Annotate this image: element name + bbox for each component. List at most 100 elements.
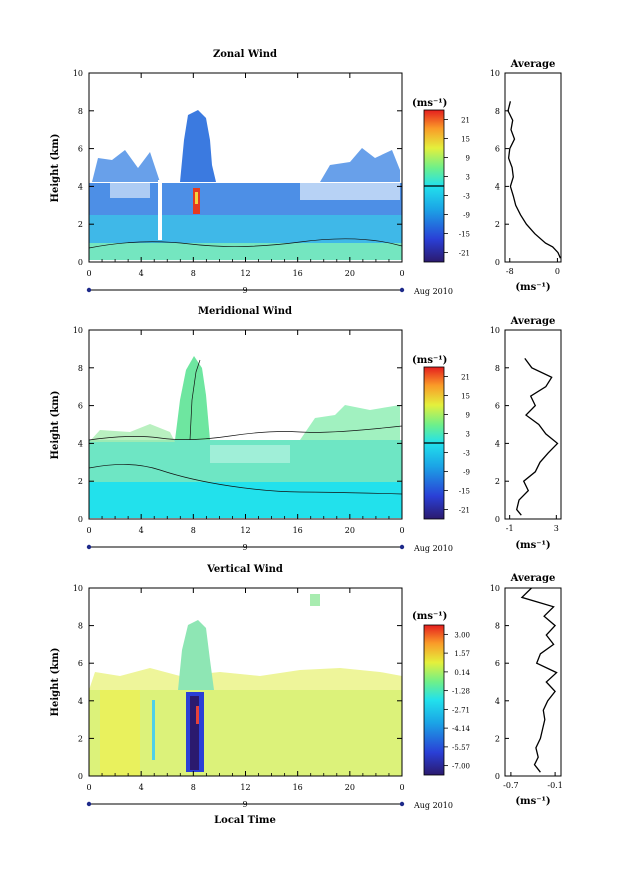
meridional-ytick-label: 10 bbox=[73, 326, 83, 335]
meridional-avg-ytick-label: 10 bbox=[490, 326, 500, 335]
vertical-date-day: 9 bbox=[242, 800, 247, 809]
zonal-strip-white bbox=[158, 180, 162, 240]
zonal-avg-xtick-label: -8 bbox=[506, 267, 514, 276]
vertical-avg-xticks: -0.7 -0.1 bbox=[503, 772, 563, 790]
vertical-hot-cell bbox=[196, 706, 199, 724]
zonal-cb-tick-label: 3 bbox=[466, 174, 470, 182]
vertical-cb-tick-label: 0.14 bbox=[454, 669, 470, 677]
vertical-avg-unit: (ms⁻¹) bbox=[515, 796, 550, 807]
zonal-xtick-label: 0 bbox=[399, 269, 404, 278]
zonal-xtick-label: 20 bbox=[345, 269, 355, 278]
vertical-cb-tick-label: -1.28 bbox=[452, 688, 470, 696]
meridional-cb-tick-label: -21 bbox=[459, 507, 470, 515]
meridional-xtick-label: 0 bbox=[399, 526, 404, 535]
meridional-xtick-label: 0 bbox=[86, 526, 91, 535]
meridional-date-right-dot bbox=[399, 544, 405, 550]
zonal-xtick-label: 0 bbox=[86, 269, 91, 278]
meridional-xtick-label: 12 bbox=[240, 526, 250, 535]
zonal-plume bbox=[180, 110, 216, 182]
meridional-ytick-label: 2 bbox=[78, 477, 83, 486]
vertical-layer-low bbox=[89, 690, 402, 776]
meridional-avg-title: Average bbox=[510, 316, 556, 327]
zonal-avg-ytick-label: 6 bbox=[495, 145, 500, 154]
meridional-ytick-label: 6 bbox=[78, 402, 83, 411]
zonal-ylabel: Height (km) bbox=[50, 134, 61, 203]
zonal-cb-tick-label: 15 bbox=[461, 136, 470, 144]
zonal-gap-right bbox=[300, 180, 400, 200]
meridional-ytick-label: 0 bbox=[78, 515, 83, 524]
meridional-cb-tick-label: 9 bbox=[466, 412, 470, 420]
zonal-avg-xticks: -8 0 bbox=[506, 258, 560, 276]
meridional-contour-a bbox=[89, 464, 402, 495]
meridional-avg-ytick-label: 6 bbox=[495, 402, 500, 411]
meridional-xtick-label: 4 bbox=[139, 526, 144, 535]
vertical-cb-ticks: 3.00 1.57 0.14 -1.28 -2.71 -4.14 -5.57 -7.00 bbox=[444, 631, 471, 771]
zonal-cb-ticks: 21 15 9 3 -3 -9 -15 -21 bbox=[444, 117, 470, 258]
vertical-ytick-label: 0 bbox=[78, 772, 83, 781]
vertical-date-label: Aug 2010 bbox=[413, 801, 453, 810]
meridional-ytick-label: 4 bbox=[78, 439, 83, 448]
vertical-avg-line bbox=[520, 587, 558, 773]
zonal-avg-line bbox=[507, 101, 561, 259]
meridional-contour-c bbox=[189, 359, 201, 441]
zonal-avg-ytick-label: 8 bbox=[495, 107, 500, 116]
zonal-yticks: 0 2 4 6 8 10 bbox=[73, 69, 402, 267]
zonal-xtick-label: 8 bbox=[191, 269, 196, 278]
meridional-heatmap bbox=[89, 356, 402, 518]
meridional-contour-b bbox=[89, 425, 402, 441]
zonal-xtick-label: 12 bbox=[240, 269, 250, 278]
meridional-avg-unit: (ms⁻¹) bbox=[515, 540, 550, 551]
vertical-xtick-label: 4 bbox=[139, 783, 144, 792]
vertical-ytick-label: 8 bbox=[78, 622, 83, 631]
vertical-ylabel: Height (km) bbox=[50, 648, 61, 717]
zonal-layer-mid bbox=[89, 213, 402, 243]
vertical-cloud bbox=[89, 668, 402, 690]
vertical-ytick-label: 4 bbox=[78, 697, 83, 706]
zonal-cb-unit: (ms⁻¹) bbox=[412, 98, 447, 109]
zonal-avg-xtick-label: 0 bbox=[555, 267, 560, 276]
vertical-avg-frame bbox=[504, 587, 562, 777]
meridional-cb-tick-label: -9 bbox=[463, 469, 470, 477]
vertical-avg-ytick-label: 8 bbox=[495, 622, 500, 631]
vertical-ytick-label: 2 bbox=[78, 734, 83, 743]
meridional-cb-tick-label: -3 bbox=[463, 450, 470, 458]
zonal-contour bbox=[89, 238, 402, 249]
vertical-title: Vertical Wind bbox=[206, 564, 283, 575]
meridional-ylabel: Height (km) bbox=[50, 391, 61, 460]
meridional-xtick-label: 16 bbox=[293, 526, 303, 535]
zonal-layer-low bbox=[89, 240, 402, 260]
zonal-date-left-dot bbox=[86, 287, 92, 293]
vertical-xtick-label: 8 bbox=[191, 783, 196, 792]
zonal-xticks: 0 4 8 12 16 20 0 bbox=[86, 73, 405, 278]
vertical-avg-ytick-label: 0 bbox=[495, 772, 500, 781]
zonal-cb-tick-label: -3 bbox=[463, 193, 470, 201]
zonal-date-label: Aug 2010 bbox=[413, 287, 453, 296]
zonal-avg-ytick-label: 10 bbox=[490, 69, 500, 78]
zonal-avg-ytick-label: 0 bbox=[495, 258, 500, 267]
vertical-cb-tick-label: 1.57 bbox=[454, 650, 470, 658]
meridional-cb-tick-label: 15 bbox=[461, 393, 470, 401]
meridional-avg-xticks: -1 3 bbox=[506, 515, 559, 533]
zonal-ytick-label: 2 bbox=[78, 220, 83, 229]
meridional-cb-tick-label: 21 bbox=[461, 374, 470, 382]
vertical-xticks: 0 4 8 12 16 20 0 bbox=[86, 588, 405, 792]
meridional-cb-tick-label: 3 bbox=[466, 431, 470, 439]
vertical-cb-tick-label: -5.57 bbox=[452, 744, 470, 752]
meridional-layer-low bbox=[89, 480, 402, 518]
meridional-avg-frame bbox=[504, 329, 562, 520]
meridional-cloud-left bbox=[89, 424, 175, 442]
zonal-date-day: 9 bbox=[242, 286, 247, 295]
vertical-yticks: 0 2 4 6 8 10 bbox=[73, 584, 402, 781]
vertical-downdraft-core bbox=[190, 696, 199, 770]
vertical-strip-cyan bbox=[152, 700, 155, 760]
zonal-avg-unit: (ms⁻¹) bbox=[515, 282, 550, 293]
zonal-heatmap bbox=[89, 110, 402, 260]
zonal-xtick-label: 4 bbox=[139, 269, 144, 278]
vertical-xlabel: Local Time bbox=[214, 815, 276, 826]
vertical-xtick-label: 0 bbox=[86, 783, 91, 792]
vertical-avg-ytick-label: 10 bbox=[490, 584, 500, 593]
